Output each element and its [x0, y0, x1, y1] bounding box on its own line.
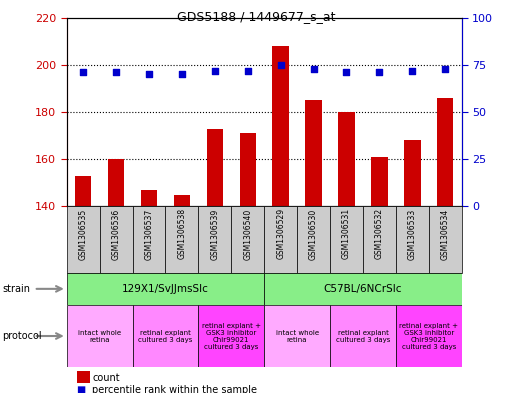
Text: GSM1306536: GSM1306536 — [111, 208, 121, 260]
Text: GSM1306533: GSM1306533 — [408, 208, 417, 260]
Text: GSM1306540: GSM1306540 — [243, 208, 252, 260]
Bar — [75, 176, 91, 206]
Point — [79, 69, 87, 75]
Text: 129X1/SvJJmsSlc: 129X1/SvJJmsSlc — [122, 284, 209, 294]
Point — [408, 67, 417, 73]
Bar — [67, 206, 100, 273]
Point — [112, 69, 120, 75]
Bar — [199, 206, 231, 273]
Text: ■: ■ — [76, 385, 86, 393]
Text: retinal explant +
GSK3 inhibitor
Chir99021
cultured 3 days: retinal explant + GSK3 inhibitor Chir990… — [399, 323, 458, 349]
Bar — [174, 195, 190, 206]
Bar — [264, 305, 330, 367]
Text: GSM1306532: GSM1306532 — [375, 208, 384, 259]
Bar — [330, 206, 363, 273]
Point — [376, 69, 384, 75]
Text: retinal explant
cultured 3 days: retinal explant cultured 3 days — [139, 329, 192, 343]
Bar — [396, 305, 462, 367]
Point — [211, 67, 219, 73]
Bar — [67, 305, 132, 367]
Text: GSM1306539: GSM1306539 — [210, 208, 220, 260]
Text: count: count — [92, 373, 120, 383]
Text: retinal explant
cultured 3 days: retinal explant cultured 3 days — [336, 329, 390, 343]
Bar — [305, 100, 322, 206]
Bar — [371, 157, 388, 206]
Bar — [297, 206, 330, 273]
Bar — [437, 98, 453, 206]
Bar — [165, 206, 199, 273]
Bar — [404, 140, 421, 206]
Text: retinal explant +
GSK3 inhibitor
Chir99021
cultured 3 days: retinal explant + GSK3 inhibitor Chir990… — [202, 323, 261, 349]
Text: GSM1306535: GSM1306535 — [78, 208, 88, 260]
Bar — [141, 190, 157, 206]
Point — [178, 71, 186, 77]
Bar — [132, 305, 199, 367]
Point — [441, 66, 449, 72]
Text: intact whole
retina: intact whole retina — [275, 329, 319, 343]
Text: strain: strain — [3, 284, 31, 294]
Bar — [100, 206, 132, 273]
Bar — [231, 206, 264, 273]
Bar — [338, 112, 354, 206]
Point — [342, 69, 350, 75]
Text: GSM1306537: GSM1306537 — [145, 208, 153, 260]
Text: percentile rank within the sample: percentile rank within the sample — [92, 385, 258, 393]
Bar — [363, 206, 396, 273]
Bar — [330, 305, 396, 367]
Text: GDS5188 / 1449677_s_at: GDS5188 / 1449677_s_at — [177, 10, 336, 23]
Bar — [396, 206, 429, 273]
Text: C57BL/6NCrSlc: C57BL/6NCrSlc — [324, 284, 402, 294]
Bar — [240, 133, 256, 206]
Text: intact whole
retina: intact whole retina — [78, 329, 121, 343]
Bar — [264, 273, 462, 305]
Bar — [199, 305, 264, 367]
Bar — [132, 206, 165, 273]
Point — [277, 62, 285, 68]
Text: GSM1306538: GSM1306538 — [177, 208, 186, 259]
Bar — [108, 159, 124, 206]
Point — [244, 67, 252, 73]
Bar — [207, 129, 223, 206]
Bar — [429, 206, 462, 273]
Bar — [67, 273, 264, 305]
Text: GSM1306530: GSM1306530 — [309, 208, 318, 260]
Point — [309, 66, 318, 72]
Bar — [272, 46, 289, 206]
Text: GSM1306531: GSM1306531 — [342, 208, 351, 259]
Text: protocol: protocol — [3, 331, 42, 341]
Bar — [264, 206, 297, 273]
Point — [145, 71, 153, 77]
Text: GSM1306529: GSM1306529 — [276, 208, 285, 259]
Text: GSM1306534: GSM1306534 — [441, 208, 450, 260]
